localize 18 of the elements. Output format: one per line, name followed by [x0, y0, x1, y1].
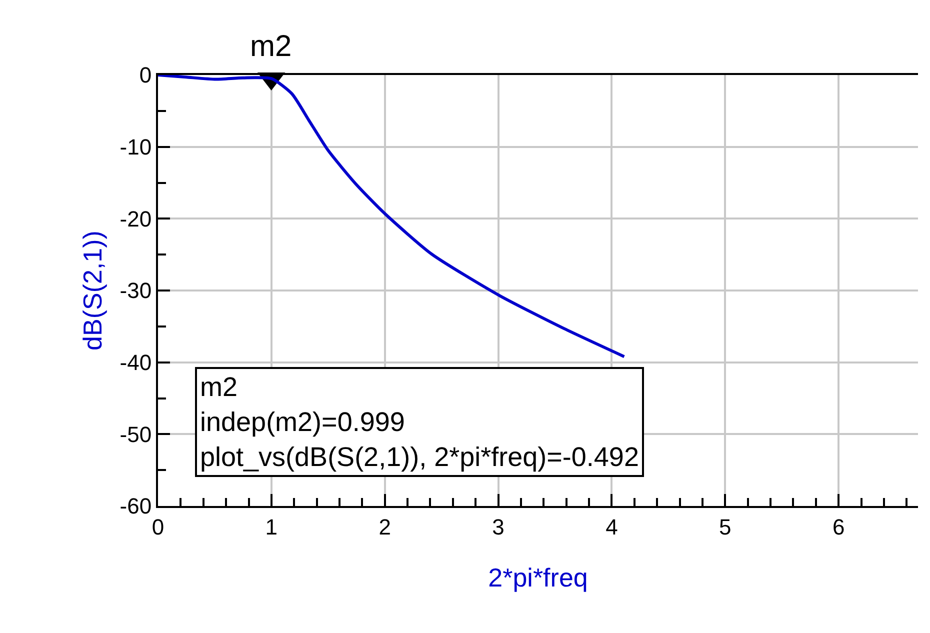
y-tick-label: -30 — [120, 278, 152, 304]
x-tick-label: 6 — [832, 514, 845, 540]
y-tick-label: -40 — [120, 350, 152, 376]
y-tick-label: 0 — [139, 62, 152, 88]
x-tick-label: 3 — [492, 514, 504, 540]
line-series — [158, 75, 626, 358]
y-axis-title: dB(S(2,1)) — [78, 230, 108, 350]
x-tick-label: 2 — [378, 514, 391, 540]
x-tick-label: 1 — [265, 514, 278, 540]
y-tick-label: -50 — [120, 422, 152, 447]
y-tick-label: -60 — [120, 494, 152, 519]
annotation: m2 — [250, 30, 292, 63]
x-tick-label: 4 — [606, 514, 618, 540]
y-tick-label: -20 — [120, 206, 152, 232]
x-tick-label: 5 — [719, 514, 732, 540]
annotation: m2 indep(m2)=0.999 plot_vs(dB(S(2,1)), 2*pi*freq)=-0.492 — [200, 372, 639, 472]
x-axis-title: 2*pi*freq — [488, 562, 588, 593]
y-tick-label: -10 — [120, 134, 152, 160]
